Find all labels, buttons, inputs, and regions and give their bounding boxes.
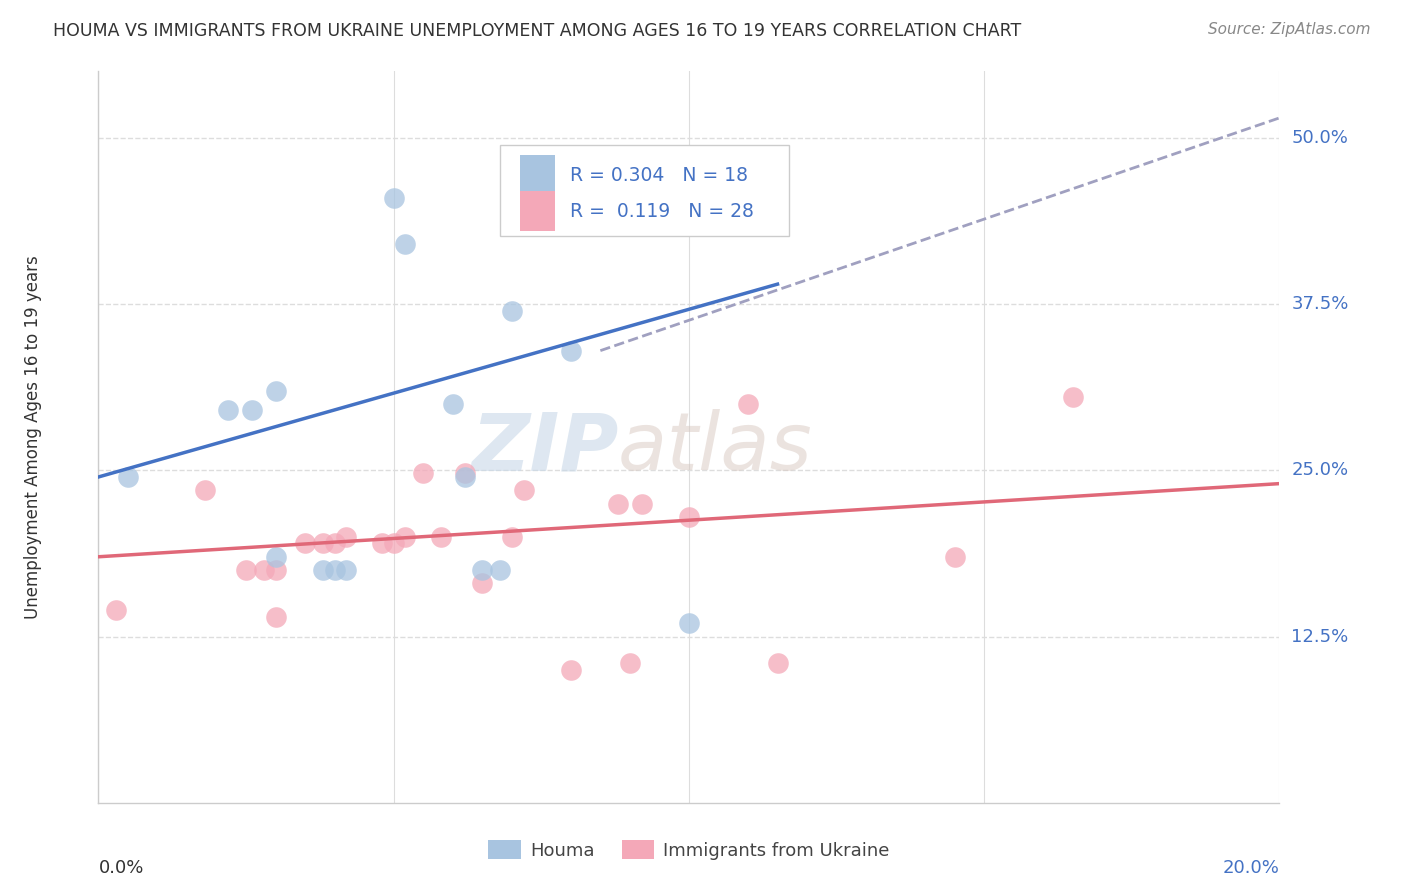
Text: 50.0%: 50.0% [1291,128,1348,147]
Point [335,563,357,577]
Point [264,384,287,398]
Point [630,497,652,511]
Text: Unemployment Among Ages 16 to 19 years: Unemployment Among Ages 16 to 19 years [24,255,42,619]
Point [589,191,612,205]
Point [117,470,139,484]
Point [394,237,416,252]
Point [323,536,346,550]
Point [501,530,523,544]
Point [560,663,582,677]
Point [240,403,263,417]
Legend: Houma, Immigrants from Ukraine: Houma, Immigrants from Ukraine [481,833,897,867]
Point [412,466,434,480]
Text: 37.5%: 37.5% [1291,295,1348,313]
Text: 12.5%: 12.5% [1291,628,1348,646]
Point [294,536,316,550]
Point [501,303,523,318]
Point [607,497,630,511]
Point [737,397,759,411]
Point [217,403,239,417]
Text: Source: ZipAtlas.com: Source: ZipAtlas.com [1208,22,1371,37]
Point [312,536,335,550]
Point [430,530,453,544]
Text: 25.0%: 25.0% [1291,461,1348,479]
Point [560,343,582,358]
Point [471,576,494,591]
Text: HOUMA VS IMMIGRANTS FROM UKRAINE UNEMPLOYMENT AMONG AGES 16 TO 19 YEARS CORRELAT: HOUMA VS IMMIGRANTS FROM UKRAINE UNEMPLO… [53,22,1022,40]
Point [105,603,128,617]
Text: 20.0%: 20.0% [1223,859,1279,877]
Bar [520,191,555,231]
Point [264,563,287,577]
Point [471,563,494,577]
FancyBboxPatch shape [501,145,789,235]
Point [1062,390,1084,404]
Bar [520,155,555,195]
Point [264,609,287,624]
Point [371,536,394,550]
Point [382,536,405,550]
Point [453,470,475,484]
Point [441,397,464,411]
Point [253,563,276,577]
Point [453,466,475,480]
Point [943,549,966,564]
Point [489,563,512,577]
Point [512,483,534,498]
Text: atlas: atlas [619,409,813,487]
Text: 0.0%: 0.0% [98,859,143,877]
Point [235,563,257,577]
Point [335,530,357,544]
Point [394,530,416,544]
Point [678,509,700,524]
Point [323,563,346,577]
Text: R =  0.119   N = 28: R = 0.119 N = 28 [569,202,754,220]
Point [678,616,700,631]
Point [382,191,405,205]
Text: ZIP: ZIP [471,409,619,487]
Text: R = 0.304   N = 18: R = 0.304 N = 18 [569,166,748,185]
Point [194,483,217,498]
Point [766,656,789,670]
Point [312,563,335,577]
Point [264,549,287,564]
Point [619,656,641,670]
